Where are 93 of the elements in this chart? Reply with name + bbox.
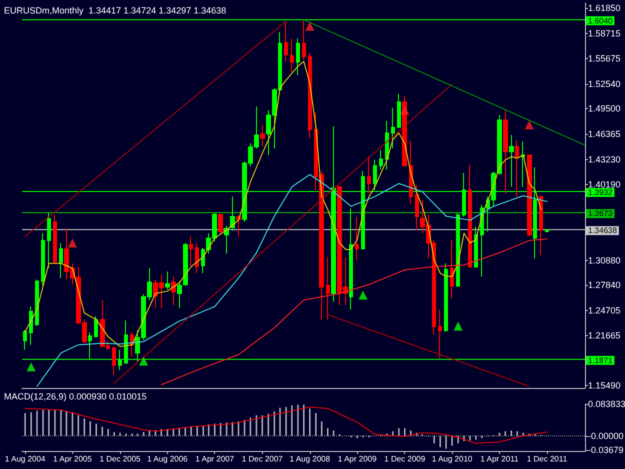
y-tick-label: 1.43230	[588, 154, 621, 165]
point	[358, 290, 368, 300]
chart-title: EURUSDm,Monthly 1.34417 1.34724 1.34297 1.34638	[4, 6, 226, 16]
x-tick-label: 1 Aug 2010	[432, 454, 473, 464]
point	[400, 106, 410, 115]
y-tick-label: 1.49500	[588, 104, 621, 114]
y-tick-label: 0.083833	[588, 399, 625, 409]
candlestick	[59, 242, 63, 279]
y-tick-label: 1.21665	[588, 330, 621, 340]
x-tick-label: 1 Dec 2007	[242, 454, 284, 464]
x-tick-label: 1 Apr 2011	[480, 454, 520, 464]
candlestick	[308, 52, 312, 139]
candlestick	[349, 208, 353, 310]
candlestick	[539, 196, 543, 256]
x-tick-label: 1 Apr 2009	[338, 454, 378, 464]
candlestick	[415, 184, 419, 230]
line-series	[24, 406, 548, 444]
line-series	[160, 238, 548, 386]
candlestick	[397, 93, 401, 129]
candlestick	[515, 139, 519, 198]
candlestick	[355, 216, 359, 261]
x-tick-label: 1 Dec 2011	[526, 454, 568, 464]
candlestick	[290, 38, 294, 72]
candlestick	[503, 110, 508, 194]
candlestick	[326, 256, 330, 320]
candlestick	[236, 214, 241, 237]
point	[454, 322, 463, 331]
candlestick	[509, 134, 514, 188]
candlestick	[391, 107, 395, 149]
candlestick	[450, 239, 454, 299]
ref-line-label: 1.6040	[588, 16, 614, 26]
candlestick	[230, 196, 235, 232]
y-tick-label: 1.46365	[588, 129, 621, 140]
y-tick-label: 1.61850	[588, 2, 621, 13]
x-tick-label: 1 Aug 2004	[4, 454, 46, 464]
ref-line-label: 1.3932	[588, 188, 614, 198]
x-tick-label: 1 Apr 2007	[195, 454, 235, 464]
candlestick	[367, 156, 371, 194]
y-tick-label: 1.55675	[588, 53, 621, 64]
candlestick	[296, 38, 300, 76]
candlestick	[527, 154, 532, 237]
x-tick-label: 1 Dec 2009	[384, 454, 426, 464]
candlestick	[29, 306, 33, 346]
candlestick	[112, 346, 116, 376]
y-tick-label: 1.30880	[588, 255, 621, 266]
x-tick-label: 1 Aug 2006	[147, 454, 188, 464]
y-tick-label: 1.24705	[588, 306, 621, 316]
y-tick-label: 1.52540	[588, 78, 621, 89]
ref-line-label: 1.3673	[588, 209, 614, 218]
y-tick-label: 1.27840	[588, 280, 621, 290]
candlestick	[189, 236, 193, 266]
candlestick	[23, 330, 27, 350]
candlestick	[183, 242, 188, 287]
point	[68, 238, 77, 248]
candlestick	[47, 212, 51, 269]
point	[524, 120, 534, 130]
candlestick	[195, 242, 199, 274]
candlestick	[521, 141, 525, 188]
ref-line-label: 1.34638	[588, 226, 618, 236]
candlestick	[545, 228, 549, 233]
candlestick	[444, 262, 448, 332]
y-tick-label: 1.58715	[588, 28, 621, 39]
x-tick-label: 1 Aug 2008	[290, 454, 331, 464]
candlestick	[177, 280, 182, 309]
candlestick	[260, 124, 265, 147]
line-series	[24, 60, 542, 347]
candlestick	[218, 214, 223, 235]
y-tick-label: -0.00000	[588, 430, 624, 441]
point	[26, 362, 36, 372]
candlestick	[379, 150, 383, 170]
candlestick	[284, 20, 288, 62]
y-tick-label: -0.03679	[588, 444, 624, 455]
candlestick	[497, 114, 502, 176]
x-tick-label: 1 Apr 2005	[53, 454, 92, 464]
candlestick	[35, 279, 39, 327]
candlestick	[438, 309, 442, 360]
candlestick	[468, 164, 472, 268]
candlestick	[94, 316, 98, 338]
candlestick	[41, 232, 45, 286]
x-tick-label: 1 Dec 2005	[100, 454, 142, 464]
candlestick	[165, 271, 170, 290]
candlestick	[302, 19, 306, 60]
y-tick-label: 1.15490	[588, 380, 621, 391]
y-tick-label: 1.40190	[588, 179, 621, 190]
candlestick	[171, 276, 176, 306]
candlestick	[456, 212, 460, 287]
line-series	[36, 174, 548, 387]
candlestick	[53, 214, 57, 264]
point	[139, 356, 148, 366]
candlestick	[385, 120, 389, 170]
point	[305, 22, 314, 31]
chart-title: MACD(12,26,9) 0.000930 0.010015	[4, 392, 147, 402]
ref-line-label: 1.1871	[588, 356, 614, 365]
